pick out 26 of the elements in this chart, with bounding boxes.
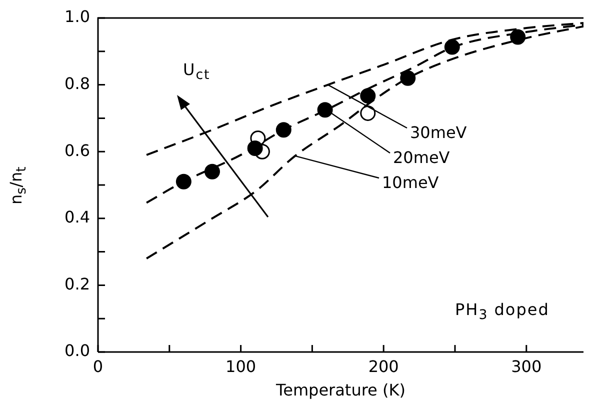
annotation: PH$_{3}$ doped [455,300,550,324]
point [204,164,220,180]
point [444,39,460,55]
x-tick-label: 0 [92,356,104,376]
y-tick-label: 1.0 [64,7,90,26]
y-tick-label: 0.2 [64,274,90,294]
x-tick-label: 300 [511,356,542,376]
point [176,174,192,190]
y-tick-label: 0.6 [64,140,90,160]
x-tick-label: 200 [368,356,399,376]
y-tick-label: 0.4 [64,208,90,227]
annotation: 30meV [410,123,467,142]
annotation: 10meV [382,173,439,192]
point [317,102,333,118]
y-tick-label: 0.0 [64,341,90,360]
point [360,88,376,104]
y-tick-label: 0.8 [64,74,90,93]
x-axis-title: Temperature (K) [275,380,406,400]
point [400,70,416,86]
annotation: 20meV [393,148,450,168]
point [276,122,292,138]
point [510,29,526,45]
annotation: U$_{ct}$ [183,60,210,84]
x-tick-label: 100 [226,356,256,376]
point [360,105,376,121]
point [247,140,263,156]
